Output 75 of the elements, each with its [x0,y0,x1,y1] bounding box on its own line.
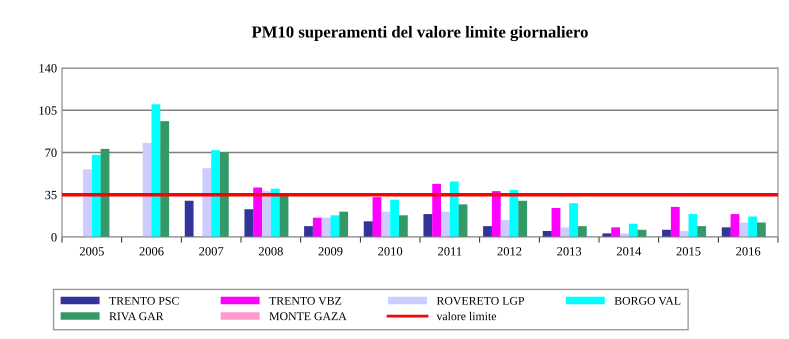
bar [381,212,390,237]
bar [398,215,408,237]
bar [100,148,110,237]
chart-title: PM10 superamenti del valore limite giornaliero [252,26,588,42]
bar [312,218,322,237]
bar [330,215,340,237]
bar [628,224,638,237]
bar [244,209,254,237]
legend-label: TRENTO VBZ [269,296,342,305]
bar [662,230,671,237]
bar [339,212,348,237]
x-tick-label: 2009 [318,247,342,256]
x-tick-label: 2016 [736,247,760,256]
bar [83,169,92,237]
bar [569,203,578,237]
bar [680,230,688,237]
x-tick-label: 2011 [438,247,462,256]
bar [611,227,620,237]
bar [184,200,194,237]
x-tick-label: 2006 [140,247,164,256]
legend-label: valore limite [436,312,496,320]
y-tick-label: 0 [51,233,57,242]
bar [638,230,646,237]
bar [739,222,748,237]
legend-label: BORGO VAL [614,296,680,305]
y-tick-label: 140 [39,64,57,72]
legend-label: ROVERETO LGP [436,296,524,305]
bar [552,208,560,237]
bar [560,227,570,237]
bar [510,190,518,237]
bar [253,188,262,237]
bar [423,214,432,237]
legend-label: RIVA GAR [109,312,164,320]
bar [202,168,212,237]
bar [500,220,510,237]
x-tick-label: 2014 [616,247,642,256]
bar [722,227,731,237]
bar [688,214,698,237]
bar [578,226,587,237]
bar [432,184,442,237]
bar [390,200,399,237]
bar [372,197,382,237]
bar [756,222,766,237]
bar [518,200,528,237]
bar [280,194,288,237]
bar [441,212,450,237]
bar [670,206,680,237]
y-tick-label: 70 [45,148,57,157]
bar [142,142,152,237]
bar [697,226,706,237]
bar [211,150,220,237]
y-tick-label: 35 [45,190,57,200]
x-tick-label: 2008 [258,247,283,256]
bar [483,226,492,237]
bar [220,152,229,237]
y-tick-label: 105 [39,106,57,115]
bar [748,216,757,237]
x-tick-label: 2007 [199,247,224,256]
bar [262,191,271,237]
x-tick-label: 2005 [80,247,104,256]
x-tick-label: 2010 [378,247,402,256]
bar [458,204,468,237]
bar [304,226,313,237]
bar [450,181,459,237]
legend-label: TRENTO PSC [109,296,179,305]
bar [364,221,373,237]
x-tick-label: 2012 [498,247,522,256]
legend-label: MONTE GAZA [269,312,347,320]
bar [160,121,170,237]
bar [730,214,740,237]
bar [152,104,160,237]
x-tick-label: 2015 [676,247,701,256]
x-tick-label: 2013 [557,247,582,256]
bar [322,218,330,237]
bar [92,154,101,237]
